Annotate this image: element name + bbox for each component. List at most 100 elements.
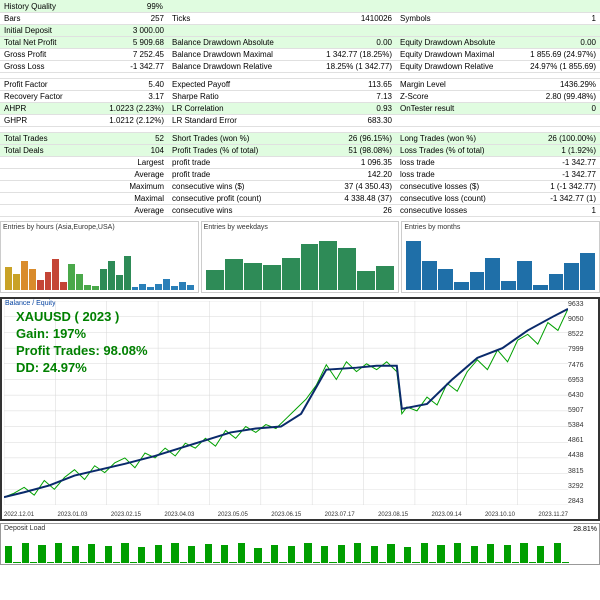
bar [429, 562, 436, 563]
cell: 1 096.35 [298, 157, 396, 168]
stat-row: History Quality99% [0, 0, 600, 13]
bar [163, 562, 170, 563]
bar [495, 562, 502, 563]
bar [205, 544, 212, 563]
bar [512, 562, 519, 563]
bar [72, 546, 79, 563]
bar [301, 244, 319, 290]
bar [180, 562, 187, 563]
bar [263, 265, 281, 290]
bar [487, 544, 494, 563]
cell [396, 30, 526, 32]
bar [52, 259, 59, 290]
stat-row: Total Deals104Profit Trades (% of total)… [0, 145, 600, 157]
cell: 37 (4 350.43) [298, 181, 396, 192]
stats-table: History Quality99%Bars257Ticks1410026Sym… [0, 0, 600, 217]
balance-equity-chart: Balance / Equity XAUUSD ( 2023 )Gain: 19… [0, 297, 600, 521]
bar [338, 248, 356, 290]
cell: LR Correlation [168, 103, 298, 114]
bar [225, 259, 243, 290]
deposit-load-chart: Deposit Load 28.81% [0, 523, 600, 565]
stat-row: Largestprofit trade1 096.35loss trade-1 … [0, 157, 600, 169]
bar [404, 547, 411, 563]
cell: 3 000.00 [98, 25, 168, 36]
bar [63, 562, 70, 563]
cell: Equity Drawdown Absolute [396, 37, 526, 48]
stat-row: Averageprofit trade142.20loss trade-1 34… [0, 169, 600, 181]
bar [38, 545, 45, 563]
bar [580, 253, 595, 290]
chart-months: Entries by months [401, 221, 600, 293]
cell: Balance Drawdown Maximal [168, 49, 298, 60]
cell: 683.30 [298, 115, 396, 126]
cell: Bars [0, 13, 98, 24]
bar [437, 545, 444, 563]
bar [68, 264, 75, 290]
cell: consecutive wins [168, 205, 298, 216]
cell: Profit Trades (% of total) [168, 145, 298, 156]
bar [30, 562, 37, 563]
bar [13, 562, 20, 563]
cell: loss trade [396, 169, 526, 180]
stat-row: GHPR1.0212 (2.12%)LR Standard Error683.3… [0, 115, 600, 127]
bar [13, 274, 20, 290]
cell [526, 30, 600, 32]
bar [313, 562, 320, 563]
stat-row: Gross Profit7 252.45Balance Drawdown Max… [0, 49, 600, 61]
cell [522, 5, 596, 7]
bar [37, 280, 44, 290]
mini-charts-row: Entries by hours (Asia,Europe,USA) Entri… [0, 221, 600, 293]
cell: loss trade [396, 157, 526, 168]
cell: Recovery Factor [0, 91, 98, 102]
bar [549, 274, 564, 290]
cell: 1.0223 (2.23%) [98, 103, 168, 114]
cell [296, 5, 393, 7]
cell: 1 (1.92%) [526, 145, 600, 156]
cell: Total Net Profit [0, 37, 98, 48]
cell: -1 342.77 (1) [526, 193, 600, 204]
cell [526, 120, 600, 122]
bar [60, 282, 67, 290]
bar [244, 263, 262, 290]
bar [271, 545, 278, 563]
cell: -1 342.77 [526, 169, 600, 180]
bar [371, 546, 378, 563]
cell [396, 120, 526, 122]
cell [393, 5, 522, 7]
bar [246, 562, 253, 563]
bar [80, 562, 87, 563]
cell: 1 [526, 205, 600, 216]
cell: Profit Factor [0, 79, 98, 90]
bar [229, 562, 236, 563]
bar [5, 267, 12, 290]
cell: Ticks [168, 13, 298, 24]
cell: 26 (96.15%) [298, 133, 396, 144]
bar [155, 545, 162, 563]
cell: Largest [98, 157, 168, 168]
cell: AHPR [0, 103, 98, 114]
cell: 1 [526, 13, 600, 24]
bar [406, 241, 421, 290]
bar [238, 543, 245, 563]
chart-title: Deposit Load [1, 524, 599, 533]
bar [485, 258, 500, 290]
bar [221, 545, 228, 563]
cell: Sharpe Ratio [168, 91, 298, 102]
cell [0, 210, 98, 212]
bar [188, 546, 195, 563]
bar [263, 562, 270, 563]
stat-row: Profit Factor5.40Expected Payoff113.65Ma… [0, 79, 600, 91]
stat-row: Bars257Ticks1410026Symbols1 [0, 13, 600, 25]
deposit-percent: 28.81% [573, 526, 597, 533]
bar [319, 241, 337, 290]
cell: 51 (98.08%) [298, 145, 396, 156]
cell: 1410026 [298, 13, 396, 24]
bar [357, 271, 375, 290]
bar [338, 545, 345, 563]
bar [470, 272, 485, 290]
chart-title: Entries by months [404, 224, 597, 231]
bar [387, 544, 394, 563]
stat-row: Total Trades52Short Trades (won %)26 (96… [0, 133, 600, 145]
bar [179, 282, 186, 290]
cell: -1 342.77 [98, 61, 168, 72]
